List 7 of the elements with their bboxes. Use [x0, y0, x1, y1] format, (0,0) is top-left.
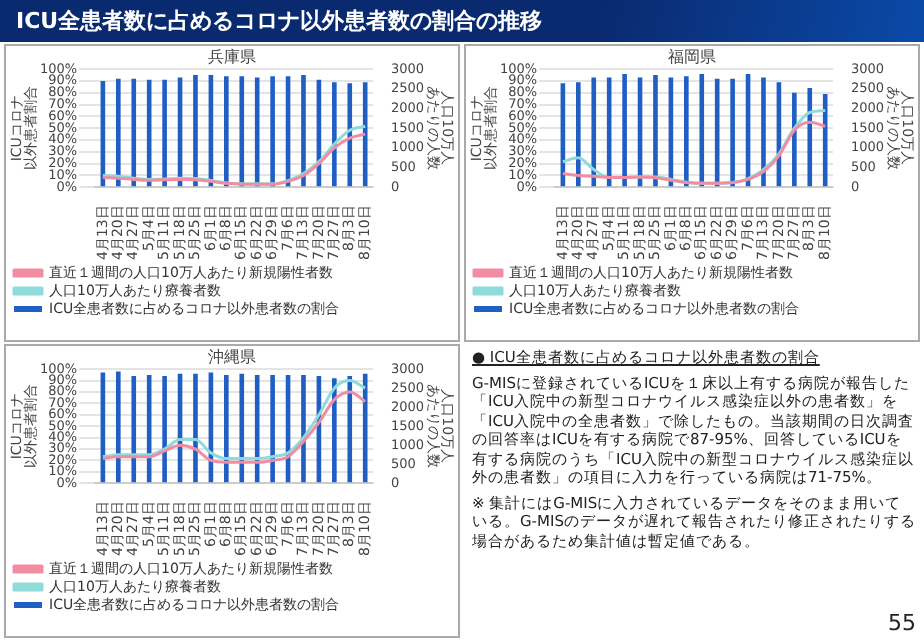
line-series [101, 390, 367, 464]
chart-title: 兵庫県 [208, 47, 256, 66]
chart-title: 福岡県 [668, 47, 716, 66]
chart-title: 沖縄県 [208, 347, 256, 366]
text: 55 [888, 610, 916, 636]
line-series [101, 379, 367, 461]
text: ICU全患者数に占めるコロナ以外患者数の割合の推移 [16, 8, 543, 34]
